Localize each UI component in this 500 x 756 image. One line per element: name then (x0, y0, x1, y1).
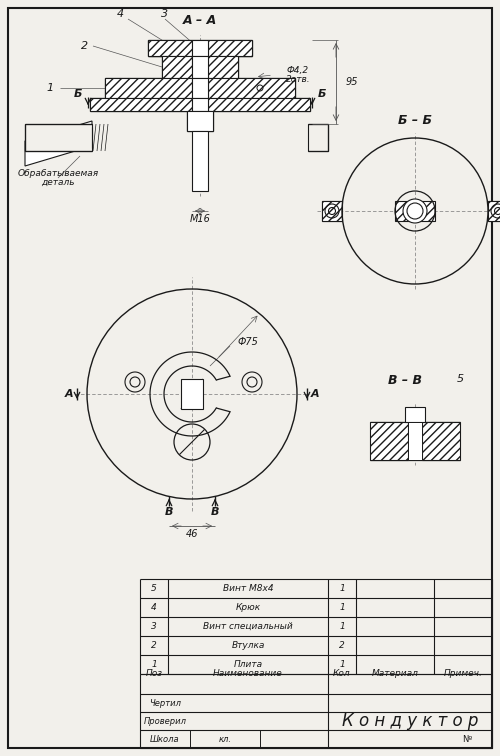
Text: 2: 2 (151, 641, 157, 650)
Text: Винт специальный: Винт специальный (203, 622, 293, 631)
Text: 1: 1 (46, 83, 54, 93)
Text: Поз: Поз (146, 670, 162, 678)
Text: А: А (310, 389, 320, 399)
Text: Чертил: Чертил (149, 699, 181, 708)
Bar (208, 78, 295, 98)
Bar (208, 98, 310, 111)
Text: 1: 1 (339, 584, 345, 593)
Text: Наименование: Наименование (213, 670, 283, 678)
Bar (192, 98, 208, 111)
Text: 3: 3 (151, 622, 157, 631)
Text: 4: 4 (116, 9, 123, 19)
Bar (90, 98, 192, 111)
Text: В: В (211, 507, 219, 517)
Text: Кол: Кол (333, 670, 351, 678)
Bar (208, 40, 252, 56)
Bar (192, 78, 208, 98)
Text: 4: 4 (151, 603, 157, 612)
Text: Втулка: Втулка (232, 641, 264, 650)
Text: 5: 5 (151, 584, 157, 593)
Bar (192, 40, 208, 56)
Text: Материал: Материал (372, 670, 418, 678)
Bar (181, 379, 203, 409)
Bar (192, 131, 208, 191)
Text: 1: 1 (339, 603, 345, 612)
Bar (187, 111, 213, 131)
Text: К о н д у к т о р: К о н д у к т о р (342, 712, 478, 730)
Text: 2отв.: 2отв. (286, 76, 310, 85)
Bar (25, 124, 92, 151)
Text: 5: 5 (456, 374, 464, 384)
Text: Ф75: Ф75 (237, 337, 258, 347)
Bar (370, 422, 408, 460)
Text: Школа: Школа (150, 735, 180, 743)
Text: В – В: В – В (388, 374, 422, 388)
Circle shape (403, 199, 427, 223)
Bar (322, 201, 342, 221)
Text: Ф4,2: Ф4,2 (287, 66, 309, 75)
Polygon shape (25, 121, 92, 166)
Bar (488, 201, 500, 221)
Bar (408, 422, 422, 460)
Text: А – А: А – А (183, 14, 217, 27)
Text: деталь: деталь (41, 178, 75, 187)
Text: В: В (165, 507, 173, 517)
Text: 2: 2 (82, 41, 88, 51)
Text: Винт М8х4: Винт М8х4 (222, 584, 274, 593)
Text: 1: 1 (151, 660, 157, 669)
Text: Nº: Nº (462, 735, 472, 743)
Bar (308, 124, 328, 151)
Text: М16: М16 (190, 214, 210, 224)
Text: 1: 1 (339, 660, 345, 669)
Text: А: А (64, 389, 74, 399)
Text: Примеч.: Примеч. (444, 670, 482, 678)
Text: 95: 95 (346, 77, 358, 87)
Text: Б: Б (318, 89, 326, 99)
Text: 2: 2 (339, 641, 345, 650)
Text: 3: 3 (162, 9, 168, 19)
Text: Проверил: Проверил (144, 717, 186, 726)
Text: 46: 46 (186, 529, 198, 539)
Text: 1: 1 (339, 622, 345, 631)
Text: Крюк: Крюк (236, 603, 260, 612)
Bar (395, 201, 435, 221)
Text: кл.: кл. (218, 735, 232, 743)
Bar (162, 56, 192, 78)
Bar (192, 56, 208, 78)
Bar (422, 422, 460, 460)
Text: Плита: Плита (234, 660, 262, 669)
Text: Б: Б (74, 89, 82, 99)
Bar (208, 56, 238, 78)
Bar (405, 407, 425, 422)
Bar (105, 78, 192, 98)
Text: Б – Б: Б – Б (398, 113, 432, 126)
Bar (148, 40, 192, 56)
Text: Обрабатываемая: Обрабатываемая (18, 169, 98, 178)
